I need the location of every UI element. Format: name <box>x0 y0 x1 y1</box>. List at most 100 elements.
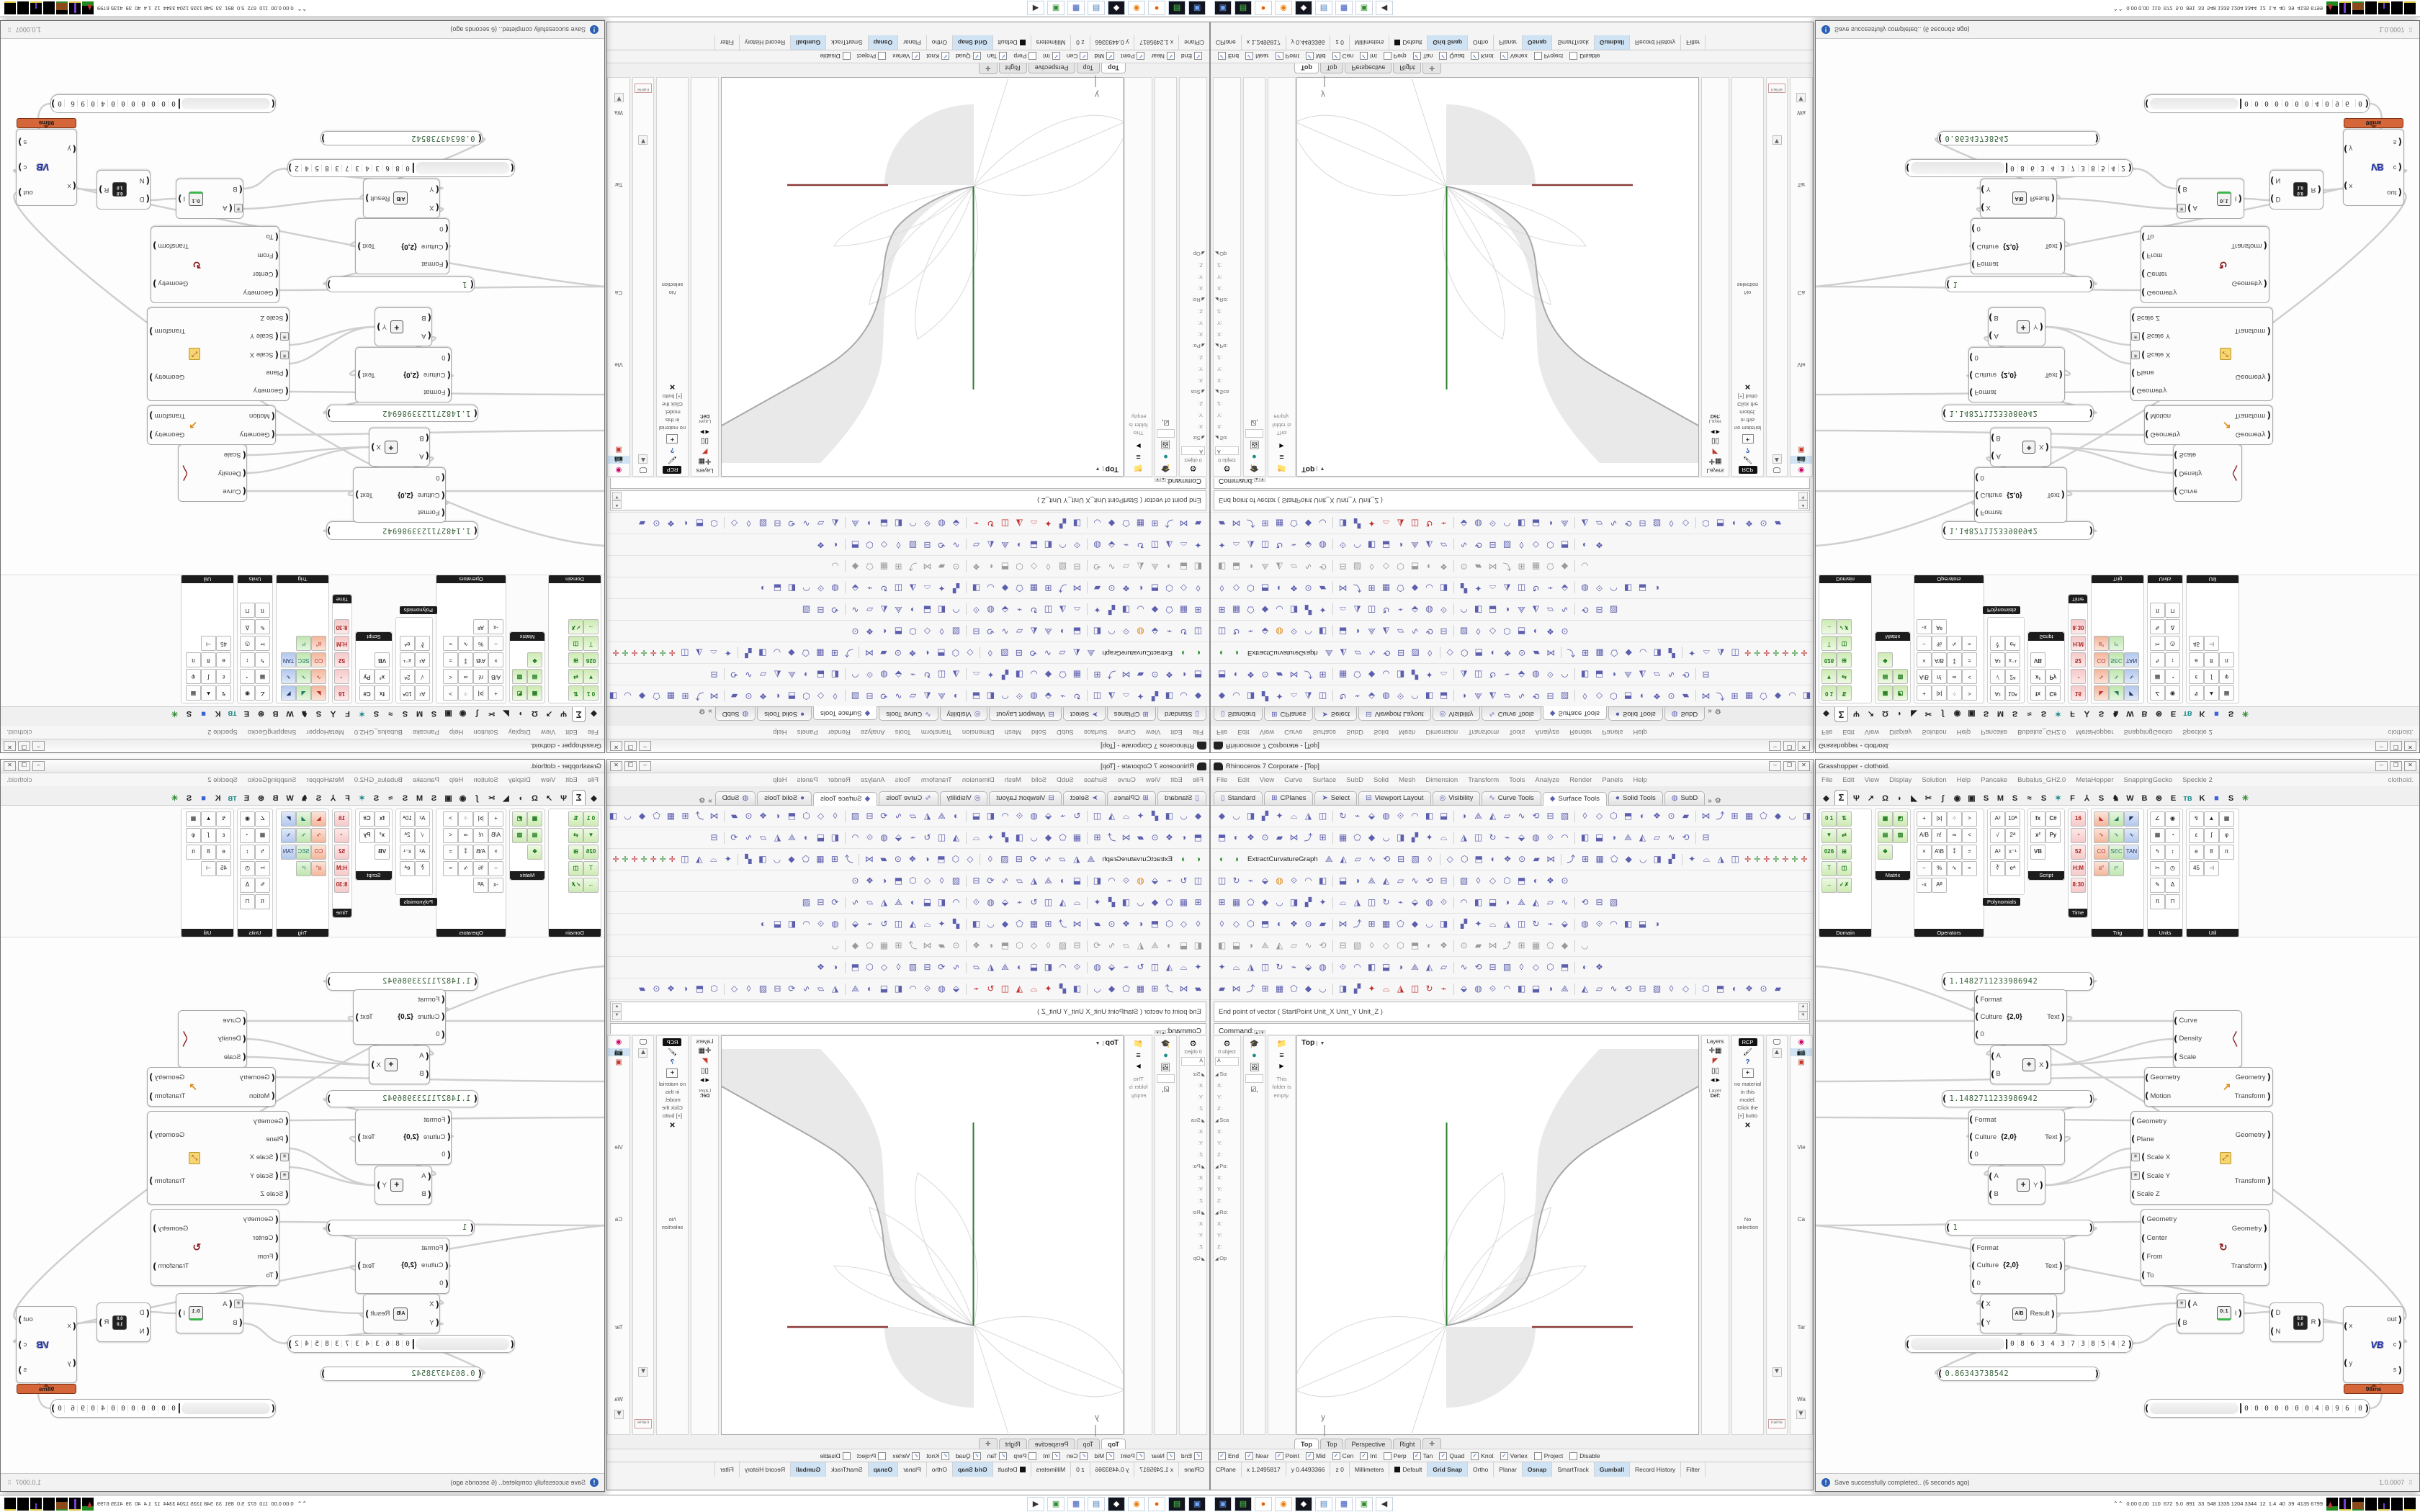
osnap-mid[interactable]: ✓ Mid <box>1094 1452 1115 1460</box>
toolbar-icon[interactable]: ▱ <box>759 832 767 842</box>
toolbar-icon[interactable]: ∿ <box>1411 876 1419 886</box>
component-icon[interactable]: 45 <box>216 636 231 651</box>
toolbar-icon[interactable]: ◍ <box>1474 984 1482 994</box>
scroller-digit[interactable]: 4 <box>362 164 373 172</box>
toolbar-icon[interactable]: ⟁ <box>1087 854 1095 864</box>
grasshopper-titlebar[interactable]: Grasshopper - clothoid. – ❐ ✕ <box>1816 739 2419 752</box>
osnap-near[interactable]: ✓ Near <box>1245 1452 1269 1460</box>
floppy-64-icon[interactable]: ▦ <box>1067 1 1085 16</box>
status-osnap[interactable]: Osnap <box>1522 35 1553 50</box>
toolbar-icon[interactable]: ◑ <box>866 984 873 994</box>
toolbar-icon[interactable]: ⬓ <box>1488 897 1497 907</box>
toolbar-icon[interactable]: ◫ <box>1217 626 1227 636</box>
toolbar-icon[interactable]: ◐ <box>1426 562 1433 572</box>
toolbar-icon[interactable]: ◐ <box>1731 518 1738 528</box>
toolbar-icon[interactable]: ◇ <box>730 984 738 994</box>
grasshopper-titlebar[interactable]: Grasshopper - clothoid. – ❐ ✕ <box>1 739 604 752</box>
minimize-button[interactable]: – <box>639 761 651 771</box>
component-icon[interactable]: ✂ <box>2150 636 2165 651</box>
component-icon[interactable]: |x| <box>473 811 488 827</box>
toolbar-icon[interactable]: ◠ <box>1304 876 1312 886</box>
toolbar-icon[interactable]: ◮ <box>1304 811 1312 821</box>
toolbar-icon[interactable]: ◐ <box>924 854 930 864</box>
checkbox-icon[interactable]: ✓ <box>999 1452 1008 1460</box>
component-icon[interactable]: ⇅ <box>1837 685 1852 701</box>
category-tab-11[interactable]: S <box>431 709 437 718</box>
menu-solid[interactable]: Solid <box>1031 775 1047 784</box>
toolbar-icon[interactable]: ◐ <box>1582 962 1588 972</box>
toolbar-icon[interactable]: ⋈ <box>1289 670 1299 680</box>
toolbar-icon[interactable]: ⬓ <box>1595 832 1604 842</box>
component-icon[interactable]: ✓✗ <box>568 878 583 893</box>
extract-curvature-graph-button[interactable]: ExtractCurvatureGraph <box>1102 855 1173 863</box>
toolbar-icon[interactable]: ⬠ <box>1290 518 1298 528</box>
component-icon[interactable]: ✎ <box>2150 619 2165 634</box>
tab-visibility[interactable]: ◎ Visibility <box>1432 791 1481 805</box>
toolbar-icon[interactable]: ⬒ <box>1716 518 1725 528</box>
toolbar-icon[interactable]: ◐ <box>1195 854 1201 864</box>
component-icon[interactable]: ◩ <box>512 685 527 701</box>
status-smarttrack[interactable]: SmartTrack <box>825 35 868 50</box>
component-scale[interactable]: (Geometry(Plane ✳(Scale X ✳(Scale Y(Scale … <box>2130 1111 2273 1205</box>
component-icon[interactable]: ▲ <box>201 685 216 701</box>
toolbar-icon[interactable]: ⬠ <box>1353 670 1361 680</box>
component-icon[interactable]: TAN <box>281 652 296 667</box>
toolbar-icon[interactable]: ▱ <box>1503 691 1511 701</box>
toolbar-icon[interactable]: ▰ <box>730 811 738 821</box>
group-label[interactable]: Util <box>182 575 233 583</box>
format-component[interactable]: (Format(Culture {2,0}(0 Text) <box>1974 989 2067 1045</box>
toolbar-icon[interactable]: ⤴ <box>695 691 704 701</box>
component-fan[interactable]: (Curve(Density(Scale 〳〵 <box>178 1010 247 1068</box>
category-tab-24[interactable]: E <box>243 794 250 803</box>
menu-transform[interactable]: Transform <box>920 775 952 784</box>
toolbar-icon[interactable]: ↻ <box>1382 605 1390 615</box>
scroller-handle[interactable] <box>2239 1403 2241 1413</box>
scroller-digit[interactable]: 0 <box>2301 1404 2312 1413</box>
category-tab-0[interactable]: ◆ <box>591 709 597 718</box>
toolbar-icon[interactable]: ◧ <box>1474 897 1483 907</box>
toolbar-icon[interactable]: ↻ <box>1382 897 1390 907</box>
toolbar-icon[interactable]: ▧ <box>851 811 860 821</box>
toolbar-icon[interactable]: ◭ <box>1340 854 1347 864</box>
toolbar-icon[interactable]: ◑ <box>760 919 766 929</box>
checkbox-icon[interactable]: ✓ <box>1500 1452 1508 1460</box>
menu-snappinggecko[interactable]: SnappingGecko <box>2123 728 2173 737</box>
toolbar-icon[interactable]: ⟐ <box>1073 962 1081 972</box>
toolbar-icon[interactable]: ⌁ <box>1354 811 1361 821</box>
toolbar-icon[interactable]: ▧ <box>908 540 918 550</box>
toolbar-icon[interactable]: ▦ <box>1029 583 1039 593</box>
component-icon[interactable]: Aᴮ <box>473 619 488 634</box>
toolbar-icon[interactable]: ⟐ <box>1073 540 1081 550</box>
component-icon[interactable]: ▦ <box>1878 685 1893 701</box>
menu-panels[interactable]: Panels <box>797 728 818 737</box>
toolbar-icon[interactable]: ◡ <box>1093 984 1101 994</box>
osnap-perp[interactable]: Perp <box>1013 1452 1037 1460</box>
render-content-panel[interactable]: RCP 🖌 ? + no material in this model. Cli… <box>1731 77 1764 477</box>
toolbar-icon[interactable]: ⌓ <box>972 670 980 680</box>
toolbar-icon[interactable]: ⬙ <box>1108 962 1116 972</box>
toolbar-icon[interactable]: ∿ <box>1411 626 1419 636</box>
toolbar-icon[interactable]: ⟁ <box>1001 540 1009 550</box>
osnap-project[interactable]: Project <box>857 1452 887 1460</box>
toolbar-icon[interactable]: ◮ <box>1397 984 1404 994</box>
toolbar-icon[interactable]: ✦ <box>1137 811 1144 821</box>
component-icon[interactable]: ◢ <box>2109 685 2124 701</box>
toolbar-icon[interactable]: ▱ <box>1440 962 1448 972</box>
component-icon[interactable]: ∿ <box>296 828 311 843</box>
toolbar-icon[interactable]: ↻ <box>1073 691 1081 701</box>
add-material-button[interactable]: + <box>1742 1068 1754 1078</box>
toolbar-icon[interactable]: ↻ <box>1180 876 1188 886</box>
category-tab-29[interactable]: ✳ <box>171 709 179 718</box>
toolbar-icon[interactable]: ⌓ <box>1290 811 1298 821</box>
viewport-tab-✛[interactable]: ✛ <box>979 1438 998 1449</box>
scroller-digit[interactable]: 0 <box>2291 1404 2302 1413</box>
toolbar-icon[interactable]: ◍ <box>1030 811 1038 821</box>
component-icon[interactable]: ◷ <box>2165 636 2180 651</box>
toolbar-icon[interactable]: ▰ <box>1276 670 1283 680</box>
grasshopper-canvas[interactable]: (1.1482711233986942)(Format(Culture {2,0}… <box>1816 38 2419 575</box>
toolbar-icon[interactable]: ⌁ <box>1123 962 1129 972</box>
toolbar-icon[interactable]: ◍ <box>938 518 946 528</box>
component-icon[interactable]: √ <box>1990 828 2005 843</box>
checkbox-icon[interactable]: ✓ <box>1137 52 1145 60</box>
category-tab-23[interactable]: ⊛ <box>257 794 265 803</box>
